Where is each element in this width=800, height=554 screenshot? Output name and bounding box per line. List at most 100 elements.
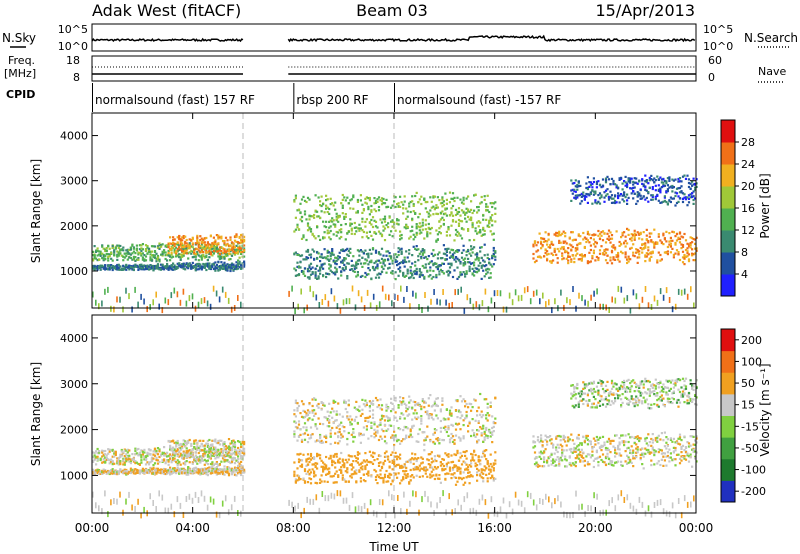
echo-cell: [240, 470, 243, 473]
echo-cell: [399, 195, 402, 198]
echo-cell: [427, 212, 430, 215]
echo-cell: [355, 266, 358, 270]
echo-cell: [576, 246, 579, 249]
echo-cell: [122, 249, 125, 252]
echo-cell: [314, 273, 317, 276]
echo-cell: [648, 257, 651, 260]
echo-cell: [188, 452, 191, 455]
echo-cell: [332, 454, 335, 457]
echo-cell: [149, 267, 152, 271]
echo-cell: [435, 266, 438, 269]
echo-cell: [589, 260, 592, 263]
echo-cell: [376, 259, 379, 262]
echo-cell: [191, 256, 194, 259]
echo-cell: [533, 240, 537, 243]
echo-cell: [570, 260, 573, 263]
echo-cell: [371, 265, 375, 269]
echo-cell: [341, 476, 344, 480]
echo-cell: [680, 243, 683, 246]
echo-cell: [329, 257, 332, 260]
echo-cell: [694, 242, 697, 245]
near-range-cell: [490, 297, 493, 304]
echo-cell: [308, 214, 311, 217]
echo-cell: [238, 245, 241, 248]
echo-cell: [140, 455, 143, 458]
echo-cell: [445, 230, 448, 233]
echo-cell: [172, 268, 175, 271]
echo-cell: [332, 481, 335, 484]
echo-cell: [692, 195, 695, 198]
near-range-cell: [451, 302, 453, 308]
echo-cell: [344, 223, 347, 226]
echo-cell: [603, 191, 606, 194]
echo-cell: [409, 210, 412, 214]
echo-cell: [459, 219, 462, 223]
echo-cell: [205, 249, 208, 252]
echo-cell: [388, 266, 391, 269]
echo-cell: [494, 220, 497, 223]
echo-cell: [182, 472, 185, 475]
echo-cell: [226, 446, 229, 449]
echo-cell: [429, 232, 432, 235]
echo-cell: [197, 268, 200, 271]
echo-cell: [486, 205, 489, 208]
echo-cell: [199, 455, 202, 458]
echo-cell: [370, 475, 373, 478]
echo-cell: [464, 275, 467, 278]
echo-cell: [233, 468, 237, 471]
echo-cell: [672, 179, 675, 182]
echo-cell: [343, 269, 346, 272]
echo-cell: [172, 446, 175, 449]
echo-cell: [364, 465, 367, 468]
echo-cell: [226, 243, 229, 246]
echo-cell: [399, 248, 402, 251]
echo-cell: [592, 190, 595, 193]
echo-cell: [144, 468, 148, 471]
echo-cell: [128, 457, 131, 460]
echo-cell: [574, 197, 577, 200]
echo-cell: [230, 254, 234, 257]
echo-cell: [618, 178, 621, 181]
echo-cell: [196, 448, 199, 451]
echo-cell: [217, 250, 220, 253]
echo-cell: [134, 447, 137, 450]
echo-cell: [491, 254, 494, 257]
echo-cell: [303, 267, 307, 270]
echo-cell: [206, 445, 209, 448]
echo-cell: [167, 471, 170, 474]
echo-cell: [485, 218, 488, 221]
echo-cell: [390, 453, 393, 456]
echo-cell: [233, 445, 237, 449]
near-range-cell: [372, 293, 375, 300]
echo-cell: [293, 267, 296, 270]
echo-cell: [633, 255, 636, 258]
echo-cell: [583, 198, 586, 201]
echo-cell: [235, 449, 238, 452]
echo-cell: [630, 233, 633, 236]
echo-cell: [232, 250, 235, 253]
echo-cell: [105, 456, 108, 459]
echo-cell: [164, 251, 167, 254]
echo-cell: [143, 451, 146, 454]
echo-cell: [169, 255, 172, 258]
echo-cell: [126, 252, 129, 255]
echo-cell: [296, 223, 299, 226]
echo-cell: [208, 264, 211, 267]
echo-cell: [666, 245, 669, 249]
echo-cell: [218, 246, 221, 249]
echo-cell: [550, 261, 553, 264]
echo-cell: [178, 248, 181, 252]
echo-cell: [364, 271, 367, 275]
echo-cell: [570, 179, 573, 182]
echo-cell: [331, 459, 334, 462]
near-range-cell: [128, 293, 130, 300]
echo-cell: [445, 254, 448, 257]
echo-cell: [104, 258, 107, 261]
echo-cell: [624, 175, 627, 178]
near-range-cell: [659, 288, 662, 295]
echo-cell: [385, 198, 388, 201]
echo-cell: [650, 178, 653, 181]
echo-cell: [166, 469, 169, 473]
echo-cell: [185, 451, 188, 454]
echo-cell: [199, 263, 202, 266]
